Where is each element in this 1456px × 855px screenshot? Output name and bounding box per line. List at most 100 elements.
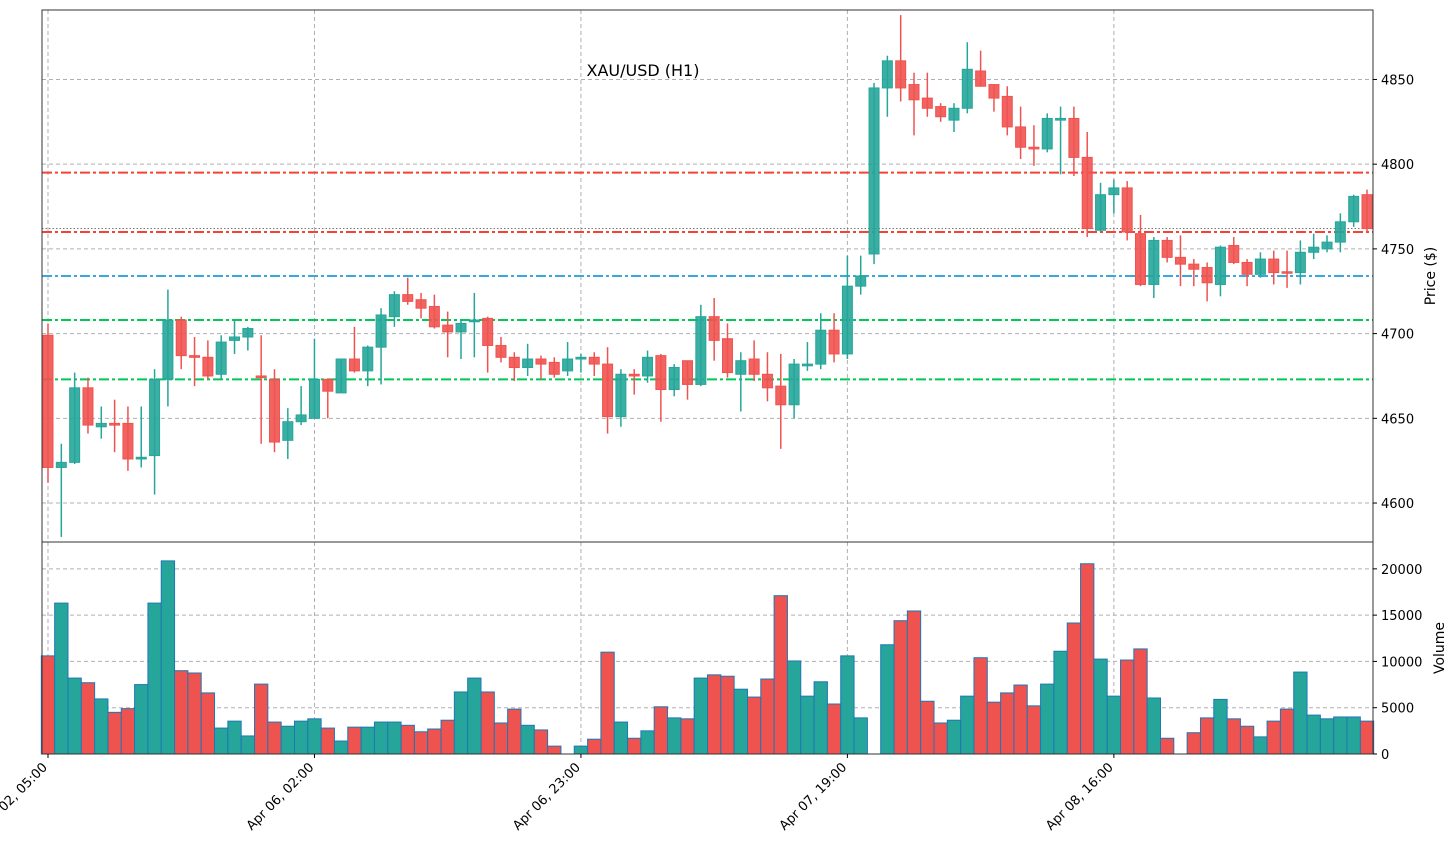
- candle: [682, 360, 694, 400]
- candle: [575, 353, 587, 373]
- candle-body: [1081, 156, 1093, 230]
- candle: [42, 323, 54, 483]
- candle-body: [442, 324, 454, 333]
- volume-bar: [267, 721, 282, 755]
- candle-body: [69, 387, 81, 463]
- candle: [122, 406, 134, 471]
- candle: [175, 316, 187, 370]
- volume-bar: [786, 660, 802, 755]
- candle: [828, 313, 840, 363]
- candle: [1121, 181, 1133, 241]
- volume-bar: [1333, 716, 1348, 755]
- candle-body: [868, 87, 880, 255]
- candle-body: [162, 319, 174, 380]
- candle-body: [655, 355, 667, 391]
- candle-body: [402, 294, 414, 302]
- volume-tick-label: 10000: [1381, 655, 1422, 670]
- candle: [855, 255, 867, 295]
- candle: [388, 291, 400, 327]
- candle-body: [215, 341, 227, 375]
- candle-body: [775, 385, 787, 406]
- candle-body: [628, 373, 640, 377]
- candle-body: [1135, 233, 1147, 285]
- volume-bar: [120, 708, 136, 755]
- volume-bar: [347, 726, 362, 755]
- candle-body: [1028, 146, 1040, 150]
- volume-bar: [1040, 683, 1055, 755]
- volume-bar: [40, 655, 56, 755]
- candle-body: [602, 363, 614, 418]
- candle: [815, 313, 827, 370]
- candle: [308, 338, 320, 419]
- candle: [1254, 252, 1266, 278]
- candle-body: [1294, 251, 1306, 274]
- horizontal-levels: [42, 171, 1373, 381]
- volume-bar: [533, 729, 549, 755]
- candle-body: [1055, 117, 1067, 121]
- candle-body: [682, 360, 694, 385]
- time-tick-label: Apr 02, 05:00: [0, 760, 51, 833]
- candle: [82, 377, 94, 434]
- volume-bar: [853, 717, 868, 755]
- candle: [402, 277, 414, 305]
- volume-bar: [693, 677, 709, 755]
- candle-body: [508, 356, 520, 368]
- candle-body: [242, 328, 254, 338]
- candle: [189, 336, 201, 387]
- candle: [841, 255, 853, 360]
- candle-body: [415, 299, 427, 309]
- candle: [988, 84, 1000, 112]
- candle-body: [748, 358, 760, 375]
- candle-body: [1281, 271, 1293, 274]
- candle: [149, 369, 161, 495]
- candle-body: [1041, 117, 1053, 150]
- volume-bar: [680, 718, 695, 755]
- candle: [428, 294, 440, 329]
- volume-bar: [986, 701, 1002, 755]
- price-tick-label: 4650: [1381, 412, 1414, 427]
- candle: [202, 340, 214, 380]
- candle-body: [1308, 246, 1320, 253]
- candle: [655, 353, 667, 422]
- volume-bar: [933, 722, 948, 755]
- volume-bar: [906, 610, 922, 755]
- candle: [562, 342, 574, 376]
- candle-body: [881, 60, 893, 89]
- time-tick-label: Apr 07, 19:00: [777, 760, 850, 833]
- volume-bar: [320, 727, 335, 755]
- volume-bar: [1266, 720, 1281, 755]
- candle-body: [149, 378, 161, 457]
- candle-body: [322, 378, 334, 392]
- volume-bar: [640, 730, 655, 755]
- candle-body: [615, 373, 627, 418]
- candle-body: [841, 285, 853, 355]
- candle-body: [202, 356, 214, 377]
- candle-body: [588, 356, 600, 365]
- price-tick-label: 4750: [1381, 243, 1414, 258]
- volume-bar: [1306, 714, 1321, 755]
- candle: [735, 352, 747, 412]
- volume-bar: [1066, 622, 1082, 755]
- volume-bar: [1106, 695, 1122, 755]
- candle-body: [1161, 239, 1173, 258]
- candle: [1201, 262, 1213, 302]
- candle-body: [1321, 241, 1333, 250]
- volume-bar: [613, 721, 629, 755]
- volume-bar: [1013, 684, 1028, 755]
- candle: [1308, 233, 1320, 260]
- candle: [455, 320, 467, 360]
- candle-body: [668, 366, 680, 391]
- volume-bar: [1146, 697, 1161, 755]
- volume-bar: [1026, 705, 1042, 755]
- candle: [1135, 215, 1147, 287]
- candle: [508, 352, 520, 382]
- candle-body: [428, 305, 440, 328]
- candle-body: [1268, 258, 1280, 274]
- candle: [95, 406, 107, 439]
- price-tick-label: 4700: [1381, 328, 1414, 343]
- volume-bar: [387, 721, 402, 755]
- candle: [868, 82, 880, 265]
- candle: [1028, 125, 1040, 166]
- candle-body: [375, 314, 387, 348]
